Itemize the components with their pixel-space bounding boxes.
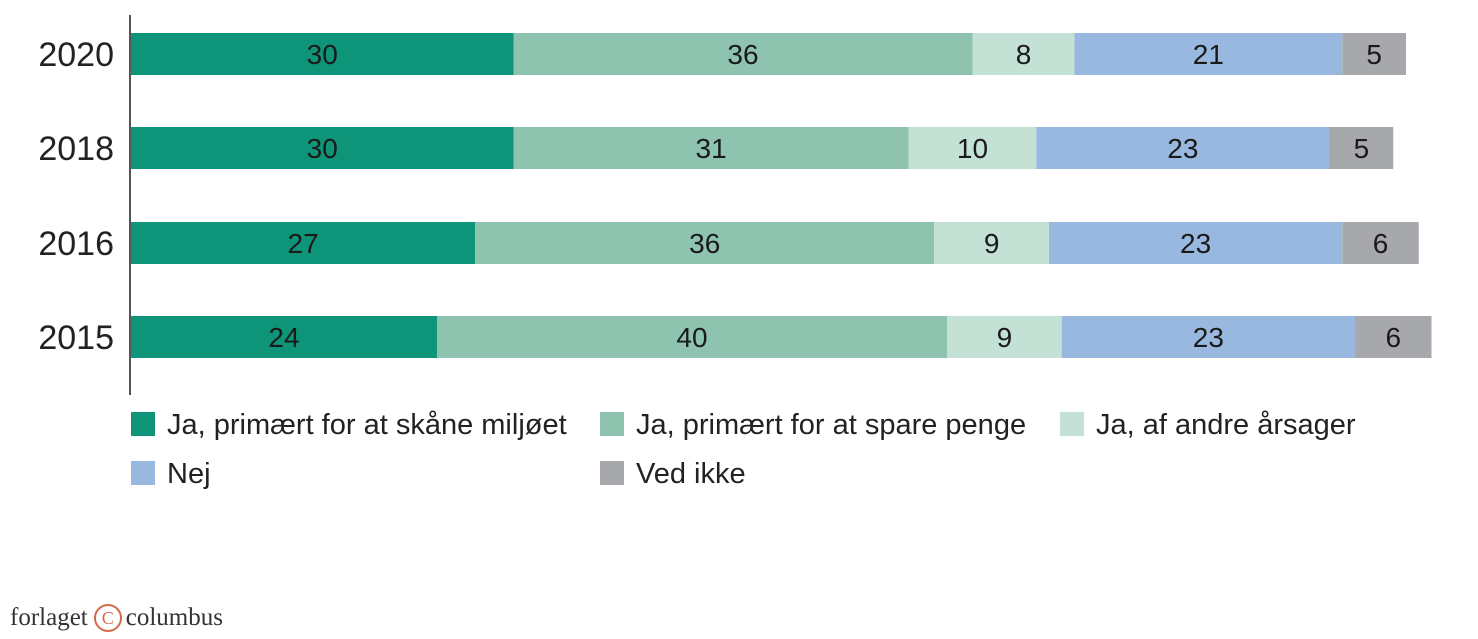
data-label-2020-s2: 8: [1016, 39, 1032, 70]
bar-segment-2016-s3: [1049, 222, 1343, 264]
bar-segment-2018-s1: [513, 127, 909, 169]
bar-segment-2020-s0: [131, 33, 514, 75]
bar-segment-2020-s2: [972, 33, 1075, 75]
publisher-logo: forlaget C columbus: [10, 604, 223, 632]
data-label-2016-s4: 6: [1373, 228, 1389, 259]
stacked-bar-chart: 2020 30 36 8 21 5 2018 30 31 10 23 5 2016 27 36 9 23 6 201…: [38, 15, 1432, 490]
bar-segment-2018-s3: [1036, 127, 1330, 169]
legend-swatch-4: [600, 461, 624, 485]
legend-swatch-0: [131, 412, 155, 436]
data-label-2015-s4: 6: [1385, 322, 1401, 353]
data-label-2015-s3: 23: [1193, 322, 1224, 353]
data-label-2016-s3: 23: [1180, 228, 1211, 259]
data-label-2016-s1: 36: [689, 228, 720, 259]
bar-segment-2016-s0: [131, 222, 476, 264]
y-tick-label-2015: 2015: [38, 319, 114, 357]
data-label-2016-s0: 27: [288, 228, 319, 259]
bar-segment-2020-s4: [1342, 33, 1406, 75]
legend-label-3: Nej: [167, 458, 211, 490]
y-tick-label-2020: 2020: [38, 36, 114, 74]
data-label-2016-s2: 9: [984, 228, 1000, 259]
y-tick-label-2018: 2018: [38, 130, 114, 168]
publisher-name-right: columbus: [125, 604, 223, 631]
data-label-2015-s0: 24: [268, 322, 299, 353]
data-label-2015-s2: 9: [997, 322, 1013, 353]
publisher-name-left: forlaget: [10, 604, 88, 631]
data-label-2020-s0: 30: [307, 39, 338, 70]
data-label-2015-s1: 40: [676, 322, 707, 353]
bar-segment-2015-s4: [1355, 316, 1432, 358]
bar-segment-2018-s0: [131, 127, 514, 169]
bar-segment-2015-s0: [131, 316, 437, 358]
bar-segment-2015-s2: [947, 316, 1062, 358]
bar-segment-2016-s1: [475, 222, 935, 264]
copyright-circle-icon: C: [93, 604, 122, 632]
data-label-2020-s4: 5: [1366, 39, 1382, 70]
legend-swatch-3: [131, 461, 155, 485]
data-label-2018-s1: 31: [696, 133, 727, 164]
bar-segment-2020-s3: [1074, 33, 1343, 75]
data-label-2018-s2: 10: [957, 133, 988, 164]
bar-segment-2015-s3: [1061, 316, 1355, 358]
legend: Ja, primært for at skåne miljøet Ja, prim…: [131, 409, 1356, 490]
legend-label-4: Ved ikke: [636, 458, 746, 490]
y-tick-label-2016: 2016: [38, 225, 114, 263]
bar-segment-2016-s4: [1342, 222, 1419, 264]
bar-segment-2018-s2: [908, 127, 1037, 169]
bar-segment-2020-s1: [513, 33, 973, 75]
legend-label-0: Ja, primært for at skåne miljøet: [167, 409, 567, 441]
bars-group: 2020 30 36 8 21 5 2018 30 31 10 23 5 2016 27 36 9 23 6 201…: [38, 33, 1432, 358]
legend-swatch-1: [600, 412, 624, 436]
data-label-2020-s3: 21: [1193, 39, 1224, 70]
data-label-2018-s0: 30: [307, 133, 338, 164]
bar-segment-2015-s1: [437, 316, 947, 358]
legend-label-1: Ja, primært for at spare penge: [636, 409, 1026, 441]
data-label-2018-s4: 5: [1354, 133, 1370, 164]
legend-swatch-2: [1060, 412, 1084, 436]
legend-label-2: Ja, af andre årsager: [1096, 409, 1356, 441]
bar-segment-2018-s4: [1329, 127, 1394, 169]
data-label-2020-s1: 36: [727, 39, 758, 70]
data-label-2018-s3: 23: [1167, 133, 1198, 164]
bar-segment-2016-s2: [934, 222, 1049, 264]
